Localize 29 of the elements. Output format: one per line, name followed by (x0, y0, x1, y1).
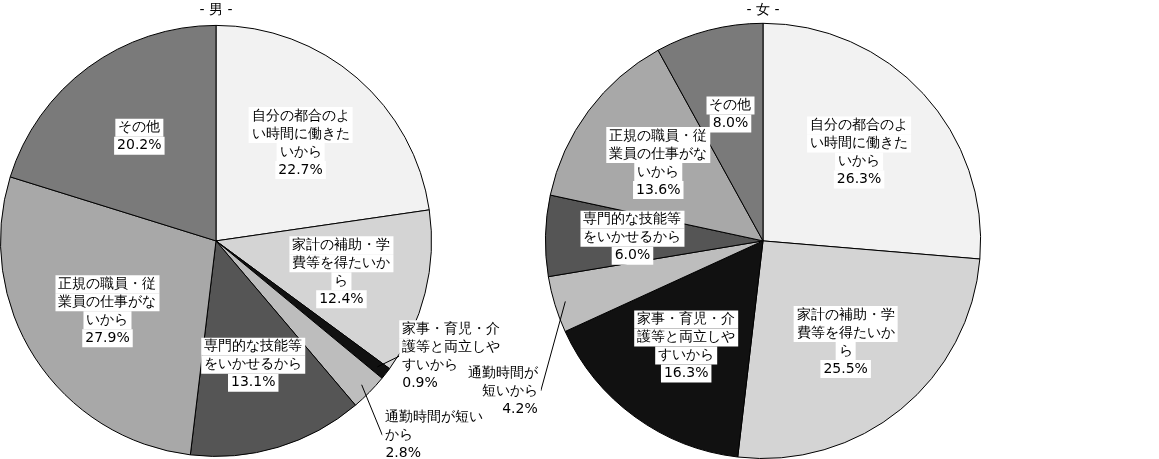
slice-label: その他 (709, 96, 752, 113)
slice-label: その他 (118, 118, 161, 135)
chart-title: - 男 - (199, 1, 233, 18)
data-label: 8.0% (712, 114, 749, 131)
data-label: 2.8% (385, 443, 421, 459)
slice-label: 専門的な技能等をいかせるから (204, 337, 303, 372)
data-label: 12.4% (319, 289, 364, 306)
data-label: 4.2% (502, 399, 538, 416)
chart-title: - 女 - (746, 1, 780, 18)
data-label: 6.0% (614, 246, 651, 263)
slice-label: 専門的な技能等をいかせるから (583, 210, 682, 245)
slice-label: 正規の職員・従業員の仕事がないから (58, 274, 157, 327)
slice-label: 家計の補助・学費等を得たいから (796, 305, 895, 358)
data-label: 13.6% (636, 180, 681, 197)
data-label: 26.3% (836, 170, 882, 187)
slice-label: 家事・育児・介護等と両立しやすいから (637, 310, 736, 363)
data-label: 27.9% (85, 328, 130, 345)
data-label: 16.3% (663, 364, 709, 381)
data-label: 0.9% (402, 373, 438, 390)
slice-label: 正規の職員・従業員の仕事がないから (609, 126, 708, 179)
data-label: 13.1% (231, 373, 276, 390)
slice-label: 通勤時間が短いから (467, 363, 539, 398)
slice-label: 自分の都合のよい時間に働きたいから (810, 116, 909, 169)
slice-label: 自分の都合のよい時間に働きたいから (251, 106, 350, 159)
slice-label: 家計の補助・学費等を得たいから (292, 235, 391, 288)
slice-label: 通勤時間が短いから (385, 407, 484, 442)
data-label: 25.5% (823, 359, 868, 376)
data-label: 22.7% (278, 160, 323, 177)
data-label: 20.2% (117, 136, 162, 153)
